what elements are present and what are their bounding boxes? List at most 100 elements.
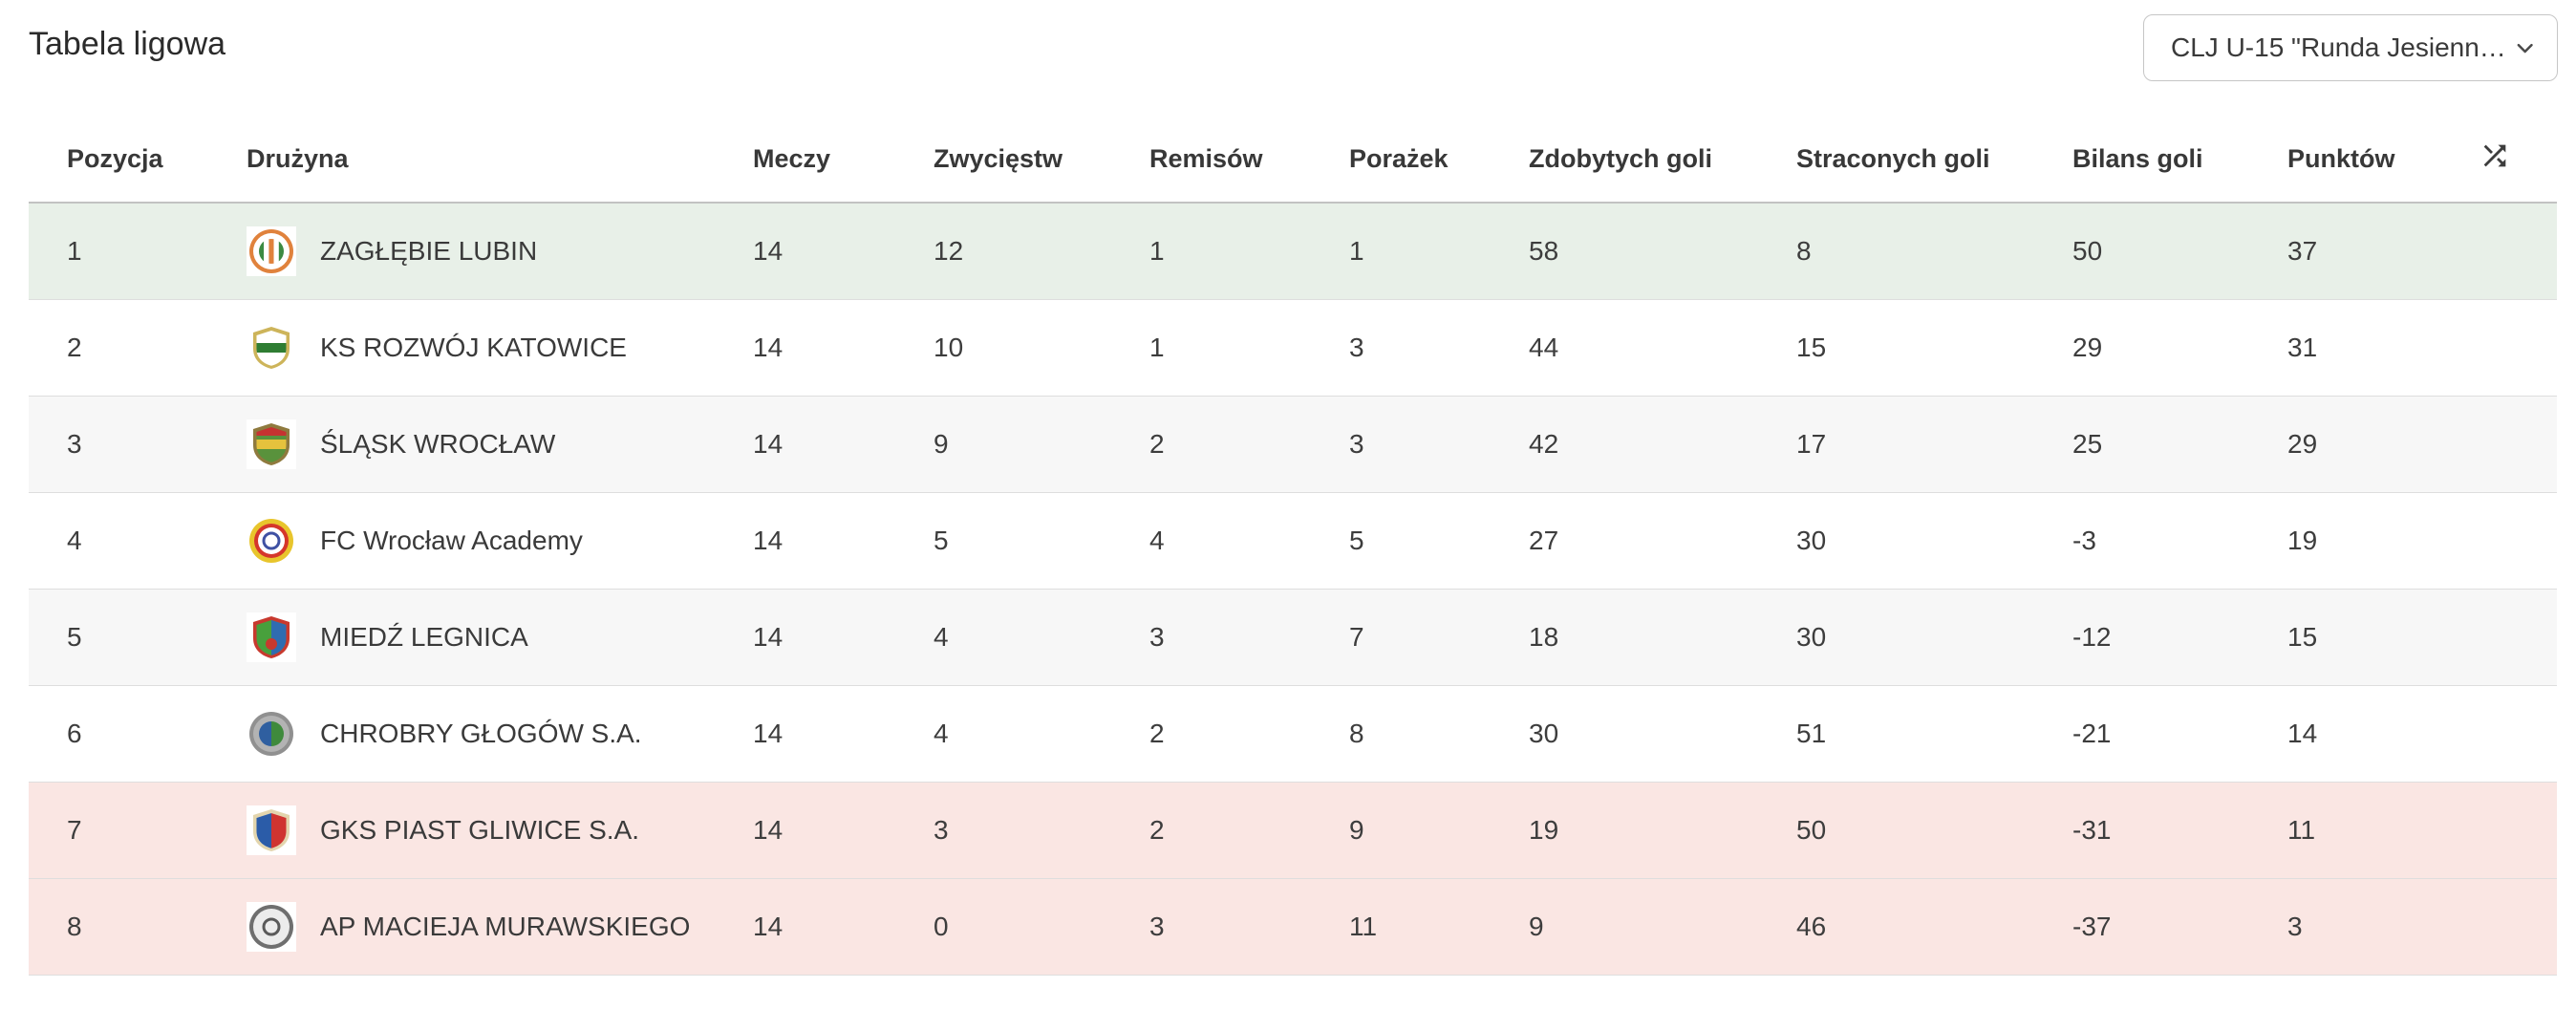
cell-goal_balance: 25 <box>2034 396 2249 493</box>
cell-actions <box>2446 685 2557 783</box>
cell-goals_for: 44 <box>1491 299 1758 397</box>
team-logo <box>247 322 296 373</box>
team-logo <box>247 708 296 759</box>
cell-goals_for: 19 <box>1491 782 1758 879</box>
cell-team: ZAGŁĘBIE LUBIN <box>208 203 715 300</box>
cell-draws: 2 <box>1111 782 1311 879</box>
column-header-wins: Zwycięstw <box>895 105 1111 204</box>
cell-matches: 14 <box>715 782 895 879</box>
cell-draws: 3 <box>1111 589 1311 686</box>
cell-position: 4 <box>29 492 208 590</box>
cell-goals_against: 17 <box>1758 396 2034 493</box>
chevron-down-icon <box>2517 43 2533 54</box>
team-logo <box>247 901 296 952</box>
cell-position: 3 <box>29 396 208 493</box>
cell-draws: 4 <box>1111 492 1311 590</box>
cell-wins: 0 <box>895 878 1111 976</box>
team-name: FC Wrocław Academy <box>320 525 583 555</box>
table-row: 5 MIEDŹ LEGNICA 14 4 3 7 18 30 -12 15 <box>29 589 2557 686</box>
column-header-goals_against: Straconych goli <box>1758 105 2034 204</box>
cell-goals_against: 46 <box>1758 878 2034 976</box>
table-row: 1 ZAGŁĘBIE LUBIN 14 12 1 1 58 8 50 37 <box>29 203 2557 300</box>
cell-points: 31 <box>2249 299 2446 397</box>
cell-actions <box>2446 396 2557 493</box>
table-row: 3 ŚLĄSK WROCŁAW 14 9 2 3 42 17 25 29 <box>29 396 2557 493</box>
team-logo <box>247 612 296 662</box>
table-body: 1 ZAGŁĘBIE LUBIN 14 12 1 1 58 8 50 37 2 KS ROZWÓJ K… <box>29 203 2557 976</box>
column-header-losses: Porażek <box>1311 105 1491 204</box>
cell-goal_balance: 29 <box>2034 299 2249 397</box>
shuffle-icon[interactable] <box>2479 140 2511 172</box>
cell-matches: 14 <box>715 396 895 493</box>
cell-goal_balance: 50 <box>2034 203 2249 300</box>
cell-wins: 3 <box>895 782 1111 879</box>
cell-actions <box>2446 589 2557 686</box>
cell-losses: 9 <box>1311 782 1491 879</box>
cell-actions <box>2446 878 2557 976</box>
team-name: ZAGŁĘBIE LUBIN <box>320 235 538 266</box>
cell-losses: 3 <box>1311 396 1491 493</box>
cell-points: 37 <box>2249 203 2446 300</box>
cell-draws: 1 <box>1111 203 1311 300</box>
cell-goals_for: 30 <box>1491 685 1758 783</box>
cell-wins: 4 <box>895 685 1111 783</box>
cell-matches: 14 <box>715 589 895 686</box>
cell-goal_balance: -21 <box>2034 685 2249 783</box>
cell-position: 2 <box>29 299 208 397</box>
cell-matches: 14 <box>715 203 895 300</box>
cell-wins: 4 <box>895 589 1111 686</box>
cell-goal_balance: -37 <box>2034 878 2249 976</box>
season-dropdown-value: CLJ U-15 "Runda Jesienna G... <box>2171 32 2512 62</box>
cell-goal_balance: -12 <box>2034 589 2249 686</box>
league-table: Pozycja Drużyna Meczy Zwycięstw Remisów Poraż… <box>29 105 2557 976</box>
column-header-draws: Remisów <box>1111 105 1311 204</box>
cell-goals_for: 27 <box>1491 492 1758 590</box>
page-title: Tabela ligowa <box>29 26 226 62</box>
cell-position: 7 <box>29 782 208 879</box>
cell-goals_against: 30 <box>1758 589 2034 686</box>
cell-team: ŚLĄSK WROCŁAW <box>208 396 715 493</box>
cell-team: MIEDŹ LEGNICA <box>208 589 715 686</box>
column-header-position: Pozycja <box>29 105 208 204</box>
cell-goals_for: 18 <box>1491 589 1758 686</box>
team-logo <box>247 805 296 855</box>
cell-draws: 2 <box>1111 396 1311 493</box>
cell-team: FC Wrocław Academy <box>208 492 715 590</box>
table-row: 4 FC Wrocław Academy 14 5 4 5 27 30 -3 19 <box>29 492 2557 590</box>
season-dropdown[interactable]: CLJ U-15 "Runda Jesienna G... <box>2143 14 2558 81</box>
cell-points: 19 <box>2249 492 2446 590</box>
cell-position: 8 <box>29 878 208 976</box>
cell-goals_against: 50 <box>1758 782 2034 879</box>
team-name: KS ROZWÓJ KATOWICE <box>320 332 627 362</box>
team-name: GKS PIAST GLIWICE S.A. <box>320 814 640 845</box>
cell-actions <box>2446 782 2557 879</box>
cell-losses: 7 <box>1311 589 1491 686</box>
cell-wins: 5 <box>895 492 1111 590</box>
cell-points: 14 <box>2249 685 2446 783</box>
cell-goals_for: 58 <box>1491 203 1758 300</box>
cell-draws: 2 <box>1111 685 1311 783</box>
cell-losses: 3 <box>1311 299 1491 397</box>
cell-matches: 14 <box>715 878 895 976</box>
cell-goals_for: 42 <box>1491 396 1758 493</box>
cell-matches: 14 <box>715 299 895 397</box>
cell-goal_balance: -31 <box>2034 782 2249 879</box>
cell-goal_balance: -3 <box>2034 492 2249 590</box>
cell-wins: 9 <box>895 396 1111 493</box>
cell-team: KS ROZWÓJ KATOWICE <box>208 299 715 397</box>
column-header-matches: Meczy <box>715 105 895 204</box>
team-logo <box>247 225 296 276</box>
cell-goals_against: 51 <box>1758 685 2034 783</box>
cell-goals_against: 30 <box>1758 492 2034 590</box>
cell-losses: 5 <box>1311 492 1491 590</box>
cell-team: CHROBRY GŁOGÓW S.A. <box>208 685 715 783</box>
team-name: AP MACIEJA MURAWSKIEGO <box>320 911 691 941</box>
cell-draws: 3 <box>1111 878 1311 976</box>
cell-points: 3 <box>2249 878 2446 976</box>
cell-points: 15 <box>2249 589 2446 686</box>
table-header-row: Pozycja Drużyna Meczy Zwycięstw Remisów Poraż… <box>29 105 2557 204</box>
cell-losses: 11 <box>1311 878 1491 976</box>
cell-team: GKS PIAST GLIWICE S.A. <box>208 782 715 879</box>
table-row: 7 GKS PIAST GLIWICE S.A. 14 3 2 9 19 50 -31 11 <box>29 782 2557 879</box>
